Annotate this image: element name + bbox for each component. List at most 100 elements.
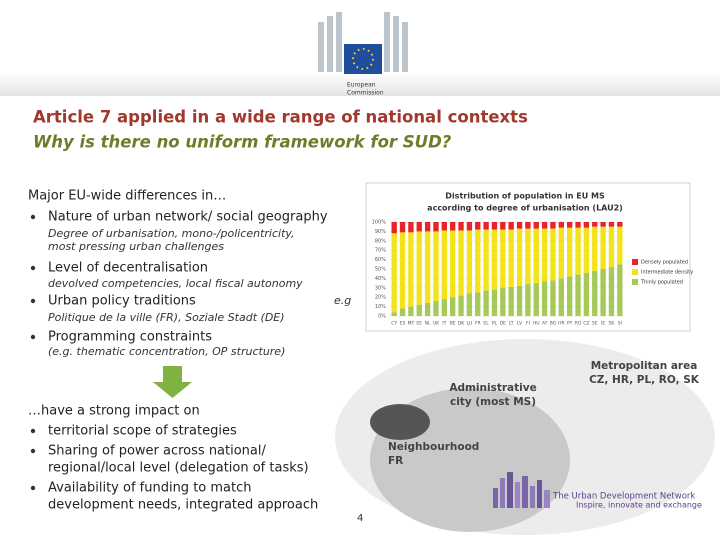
x-tick-label: IE	[601, 321, 605, 327]
x-tick-label: CY	[391, 321, 397, 327]
diagram-label: Neighbourhood	[388, 441, 479, 453]
bar-segment	[608, 226, 615, 268]
bar-segment	[592, 222, 598, 227]
x-tick-label: HU	[533, 321, 540, 327]
diagram-label: CZ, HR, PL, RO, SK	[589, 374, 700, 386]
bar-segment	[458, 222, 464, 231]
bullet-detail: devolved competencies, local fiscal auto…	[48, 277, 303, 290]
bullet-text: development needs, integrated approach	[48, 498, 318, 513]
diagram-label: city (most MS)	[450, 396, 536, 408]
x-tick-label: SE	[592, 321, 598, 327]
arrow	[153, 366, 192, 398]
y-tick-label: 20%	[375, 295, 386, 301]
x-tick-label: PL	[492, 321, 498, 327]
bar-segment	[391, 222, 397, 234]
bar-segment	[399, 308, 406, 316]
bar-segment	[500, 222, 506, 230]
bar-segment	[516, 228, 523, 286]
bullet-text: territorial scope of strategies	[48, 424, 237, 439]
bar-segment	[483, 222, 489, 230]
x-tick-label: DE	[500, 321, 506, 327]
bar-segment	[617, 264, 623, 316]
bullet-detail: (e.g. thematic concentration, OP structu…	[48, 345, 285, 358]
x-tick-label: EL	[483, 321, 489, 327]
x-tick-label: FR	[475, 321, 481, 327]
bullet	[30, 298, 36, 304]
bullet	[30, 334, 36, 340]
x-tick-label: LT	[509, 321, 514, 327]
x-tick-label: FI	[526, 321, 530, 327]
bar-segment	[450, 297, 456, 316]
neighbourhood-ellipse	[370, 404, 430, 440]
x-tick-label: IT	[442, 321, 446, 327]
bar-segment	[558, 278, 564, 316]
bullet-text: Sharing of power across national/	[48, 444, 267, 459]
logo	[318, 12, 408, 74]
x-tick-label: EE	[416, 321, 422, 327]
title: Article 7 applied in a wide range of nat…	[33, 108, 528, 127]
bar-segment	[416, 231, 422, 305]
x-tick-label: ES	[400, 321, 406, 327]
bullet-detail: Politique de la ville (FR), Soziale Stad…	[48, 311, 285, 324]
bar-segment	[567, 276, 573, 316]
note: e.g	[334, 294, 351, 307]
bar-segment	[441, 222, 447, 231]
x-tick-label: CZ	[583, 321, 589, 327]
bullet	[30, 485, 36, 491]
bar-segment	[399, 232, 406, 309]
bar-segment	[450, 230, 456, 298]
y-tick-label: 40%	[375, 276, 386, 282]
x-tick-label: HR	[558, 321, 565, 327]
bar-segment	[575, 274, 581, 316]
y-tick-label: 50%	[375, 267, 386, 273]
bar-segment	[533, 222, 539, 229]
bar-segment	[567, 222, 573, 228]
bar-segment	[541, 281, 548, 316]
bar-segment	[450, 222, 456, 231]
bullet-text: Nature of urban network/ social geograph…	[48, 210, 328, 225]
bar-segment	[583, 272, 590, 316]
network-logo	[493, 472, 550, 508]
x-tick-label: NL	[425, 321, 431, 327]
bar-segment	[558, 222, 564, 228]
bar-segment	[408, 306, 414, 316]
bar-segment	[583, 227, 590, 273]
bar-segment	[483, 290, 489, 316]
chart-title: Distribution of population in EU MS	[445, 192, 605, 201]
bar-segment	[533, 283, 539, 316]
bar-segment	[433, 222, 439, 232]
x-tick-label: DK	[458, 321, 465, 327]
bullet-text: Availability of funding to match	[48, 481, 252, 496]
footer-tagline: Inspire, innovate and exchange	[576, 501, 702, 510]
legend-swatch	[632, 269, 638, 275]
bar-segment	[508, 222, 514, 230]
bar-segment	[592, 226, 598, 271]
y-tick-label: 70%	[375, 248, 386, 254]
bullet-detail: Degree of urbanisation, mono-/policentri…	[48, 227, 295, 240]
bar-segment	[466, 230, 473, 294]
bullet-text: Urban policy traditions	[48, 294, 196, 309]
bar-segment	[508, 286, 514, 316]
bar-segment	[491, 222, 498, 230]
y-tick-label: 60%	[375, 257, 386, 263]
bar-segment	[516, 222, 523, 229]
bar-segment	[500, 229, 506, 288]
bar-segment	[416, 222, 422, 232]
logo-text: European	[347, 82, 376, 89]
x-tick-label: AT	[542, 321, 548, 327]
y-tick-label: 80%	[375, 238, 386, 244]
y-tick-label: 100%	[372, 220, 387, 226]
bar-segment	[458, 230, 464, 296]
x-tick-label: RO	[575, 321, 582, 327]
x-tick-label: SK	[609, 321, 616, 327]
x-tick-label: SI	[618, 321, 622, 327]
bar-segment	[533, 228, 539, 284]
bar-segment	[600, 269, 606, 316]
logo-text: Commission	[347, 90, 384, 97]
diagram-label: Metropolitan area	[591, 360, 698, 372]
bar-segment	[416, 304, 422, 316]
header-band	[0, 72, 720, 96]
page-number: 4	[357, 513, 363, 524]
bullet	[30, 214, 36, 220]
diagram-label: Administrative	[449, 382, 536, 394]
